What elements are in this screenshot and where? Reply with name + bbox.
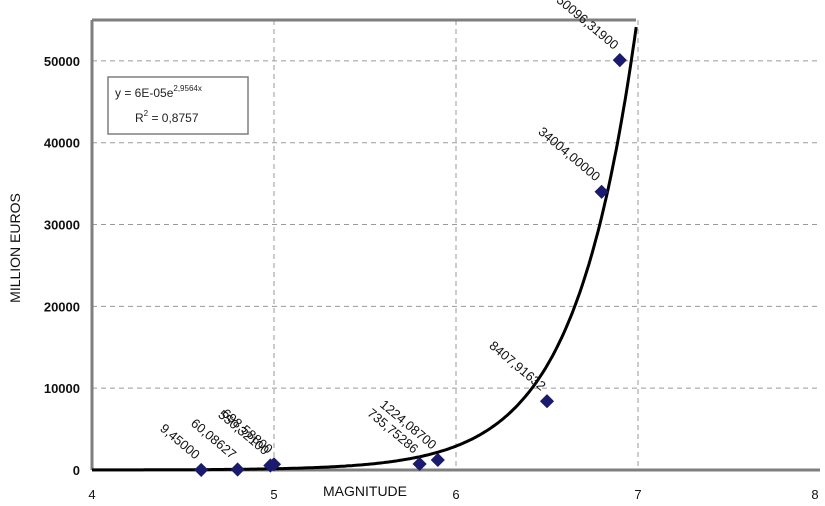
y-axis-title: MILLION EUROS <box>7 193 23 303</box>
x-tick-label: 6 <box>452 487 459 502</box>
r-squared: R2 = 0,8757 <box>135 109 199 125</box>
y-tick-label: 20000 <box>44 299 80 314</box>
y-tick-label: 40000 <box>44 136 80 151</box>
y-tick-label: 50000 <box>44 54 80 69</box>
trend-equation: y = 6E-05e2,9564x <box>115 84 202 100</box>
data-point <box>539 394 555 409</box>
x-axis-title: MAGNITUDE <box>323 483 407 499</box>
y-tick-label: 0 <box>73 463 80 478</box>
data-point <box>412 456 427 472</box>
x-tick-label: 7 <box>634 487 641 502</box>
data-label: 34004,00000 <box>536 124 604 184</box>
trend-curve <box>92 26 638 472</box>
x-tick-label: 5 <box>270 487 277 502</box>
data-point <box>266 457 282 472</box>
trendline <box>92 26 638 472</box>
y-tick-labels: 0 10000 20000 30000 40000 50000 <box>44 54 80 478</box>
equation-box: y = 6E-05e2,9564x R2 = 0,8757 <box>107 76 249 135</box>
y-tick-label: 10000 <box>44 381 80 396</box>
y-tick-label: 30000 <box>44 218 80 233</box>
data-point <box>230 462 245 477</box>
x-tick-labels: 4 5 6 7 8 <box>88 487 818 502</box>
x-tick-label: 8 <box>811 487 818 502</box>
data-label: 8407,91632 <box>486 338 548 394</box>
data-point <box>612 53 627 68</box>
x-tick-label: 4 <box>88 487 95 502</box>
grid <box>92 20 820 470</box>
data-point <box>594 184 609 199</box>
data-point <box>194 462 209 477</box>
data-label: 50096,31900 <box>554 0 622 52</box>
data-points <box>194 53 627 477</box>
data-point <box>430 452 445 468</box>
